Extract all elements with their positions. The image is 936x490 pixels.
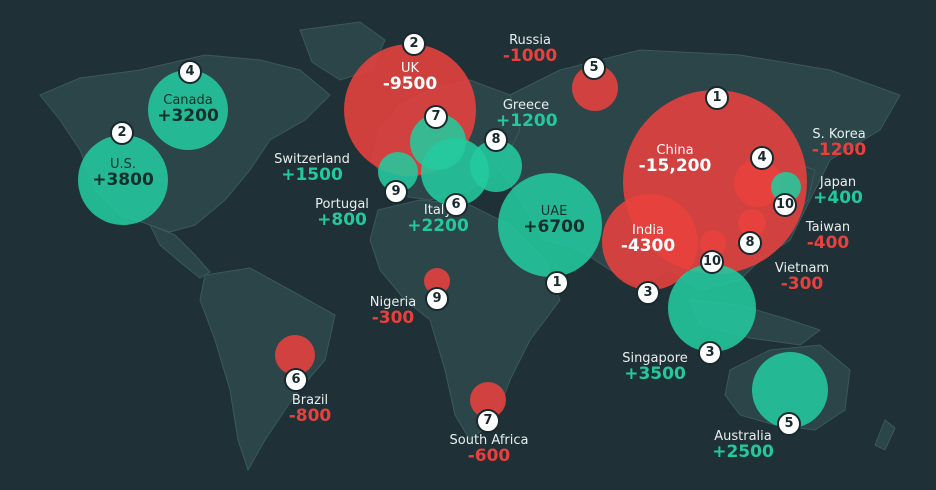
country-name: Taiwan	[805, 220, 851, 235]
rank-badge-greece: 8	[484, 128, 508, 152]
country-value: +800	[317, 209, 367, 230]
country-name: India	[632, 223, 664, 238]
rank-badge-south-africa: 7	[476, 409, 500, 433]
rank-badge-uae: 1	[545, 271, 569, 295]
country-value: -600	[467, 445, 511, 466]
label-switzerland: Switzerland +1500	[264, 153, 360, 184]
bubbles-layer	[78, 44, 828, 428]
land-new-zealand	[874, 419, 896, 451]
country-name: Portugal	[315, 197, 369, 212]
land-central-america	[148, 224, 211, 279]
country-name: Switzerland	[274, 152, 350, 167]
country-value: +1500	[281, 164, 343, 185]
country-name: Vietnam	[774, 261, 830, 276]
country-value: -1200	[811, 139, 867, 160]
country-name: UAE	[540, 204, 568, 219]
label-japan: Japan +400	[808, 176, 868, 207]
country-name: Singapore	[622, 351, 688, 366]
country-value: +400	[813, 187, 863, 208]
country-value: -400	[806, 232, 850, 253]
country-value: -1000	[502, 45, 558, 66]
label-australia: Australia +2500	[702, 430, 784, 461]
rank-badge-canada: 4	[178, 60, 202, 84]
label-brazil: Brazil -800	[280, 394, 340, 425]
country-value: +6700	[523, 216, 585, 237]
label-nigeria: Nigeria -300	[360, 296, 426, 327]
label-portugal: Portugal +800	[302, 198, 382, 229]
country-name: Russia	[509, 33, 551, 48]
country-value: +2200	[407, 215, 469, 236]
bubble-s-korea	[734, 159, 782, 207]
country-value: +3500	[624, 363, 686, 384]
rank-badge-russia: 5	[582, 56, 606, 80]
country-name: Greece	[502, 98, 550, 113]
country-name: UK	[400, 61, 420, 76]
rank-badge-singapore: 3	[698, 341, 722, 365]
country-name: Canada	[163, 93, 213, 108]
country-name: Nigeria	[369, 295, 417, 310]
country-value: +2500	[712, 441, 774, 462]
rank-badge-india: 3	[636, 281, 660, 305]
rank-badge-us: 2	[110, 121, 134, 145]
rank-badge-taiwan: 8	[738, 231, 762, 255]
label-canada: Canada +3200	[148, 94, 228, 125]
rank-badge-australia: 5	[777, 412, 801, 436]
label-south-africa: South Africa -600	[436, 434, 542, 465]
label-greece: Greece +1200	[496, 98, 558, 131]
label-uae: UAE +6700	[514, 205, 594, 236]
label-italy: Italy +2200	[398, 204, 478, 235]
bubble-india	[602, 194, 698, 290]
country-name: Australia	[714, 429, 772, 444]
rank-badge-switzerland: 7	[424, 105, 448, 129]
label-vietnam: Vietnam -300	[766, 262, 838, 293]
label-s-korea: S. Korea -1200	[802, 128, 876, 159]
rank-badge-portugal: 9	[384, 180, 408, 204]
bubble-singapore	[668, 264, 756, 352]
country-value: +3200	[157, 105, 219, 126]
label-india: India -4300	[608, 224, 688, 255]
bubble-australia	[752, 352, 828, 428]
country-value: +3800	[92, 169, 154, 190]
label-us: U.S. +3800	[83, 158, 163, 189]
bubble-vietnam	[700, 230, 726, 256]
rank-badge-japan: 10	[773, 193, 797, 217]
country-name: U.S.	[109, 157, 137, 172]
rank-badge-china: 1	[705, 86, 729, 110]
label-uk: UK -9500	[370, 62, 450, 93]
land-south-america	[199, 267, 336, 472]
country-value: -300	[371, 307, 415, 328]
label-china: China -15,200	[627, 144, 723, 175]
bubble-russia	[572, 65, 618, 111]
rank-badge-s-korea: 4	[750, 146, 774, 170]
country-name: Japan	[819, 175, 857, 190]
bubble-canada	[148, 70, 228, 150]
country-value: -4300	[620, 235, 676, 256]
bubble-us	[78, 135, 168, 225]
bubble-south-africa	[470, 382, 506, 418]
country-value: -300	[780, 273, 824, 294]
country-value: -800	[288, 405, 332, 426]
bubble-uae	[498, 173, 602, 277]
bubble-taiwan	[738, 209, 766, 237]
label-singapore: Singapore +3500	[612, 352, 698, 383]
country-value: -15,200	[638, 155, 712, 176]
bubble-italy	[421, 138, 489, 206]
label-russia: Russia -1000	[500, 34, 560, 65]
rank-badge-vietnam: 10	[700, 250, 724, 274]
rank-badge-nigeria: 9	[425, 287, 449, 311]
rank-badge-brazil: 6	[284, 368, 308, 392]
country-value: +1200	[496, 110, 558, 131]
country-name: China	[656, 143, 694, 158]
rank-badge-italy: 6	[444, 193, 468, 217]
country-name: Brazil	[291, 393, 329, 408]
country-name: South Africa	[449, 433, 529, 448]
label-taiwan: Taiwan -400	[798, 221, 858, 252]
country-name: S. Korea	[812, 127, 866, 142]
bubble-brazil	[275, 335, 315, 375]
rank-badge-uk: 2	[402, 32, 426, 56]
country-value: -9500	[382, 73, 438, 94]
